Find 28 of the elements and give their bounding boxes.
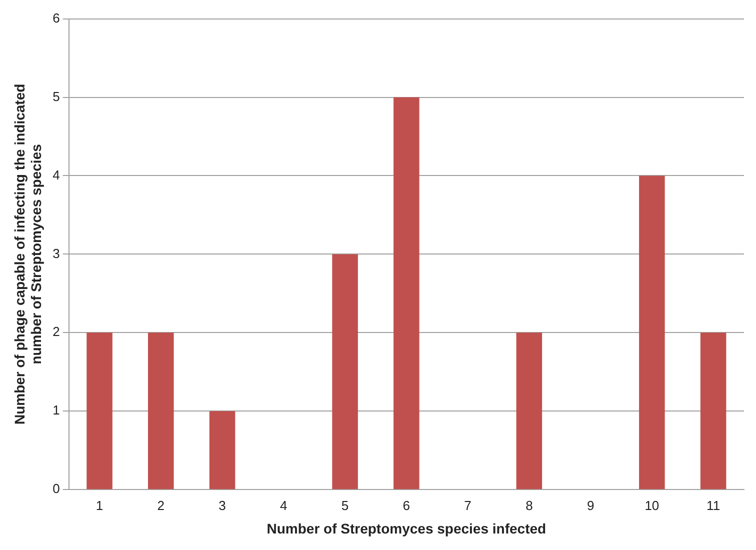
y-tick-label: 5 [52,88,60,104]
bar [394,97,420,490]
bar [332,254,358,490]
y-axis-title: Number of phage capable of infecting the indicated number of Streptomyces species [11,84,44,425]
x-tick-label: 2 [157,498,165,513]
y-tick-label: 6 [52,10,60,26]
y-tick-label: 0 [52,481,60,496]
x-tick-label: 8 [526,498,533,513]
bar [148,332,174,490]
y-tick-label: 1 [52,402,60,418]
y-tick-label: 2 [52,324,60,340]
x-axis-title: Number of Streptomyces species infected [266,520,546,536]
x-tick-label: 1 [96,498,104,513]
x-tick-label: 11 [706,498,720,513]
bar [639,176,665,490]
bar [209,411,236,490]
bar [86,332,112,490]
x-tick-label: 10 [644,498,660,513]
x-tick-label: 6 [402,498,410,513]
x-tick-label: 5 [341,498,349,513]
x-tick-label: 7 [464,498,472,513]
x-tick-label: 3 [218,498,226,513]
bar [516,332,542,490]
y-tick-label: 4 [52,167,60,182]
x-tick-label: 4 [280,498,288,513]
x-tick-label: 9 [586,498,594,513]
y-tick-label: 3 [52,246,60,261]
bar [700,332,726,490]
